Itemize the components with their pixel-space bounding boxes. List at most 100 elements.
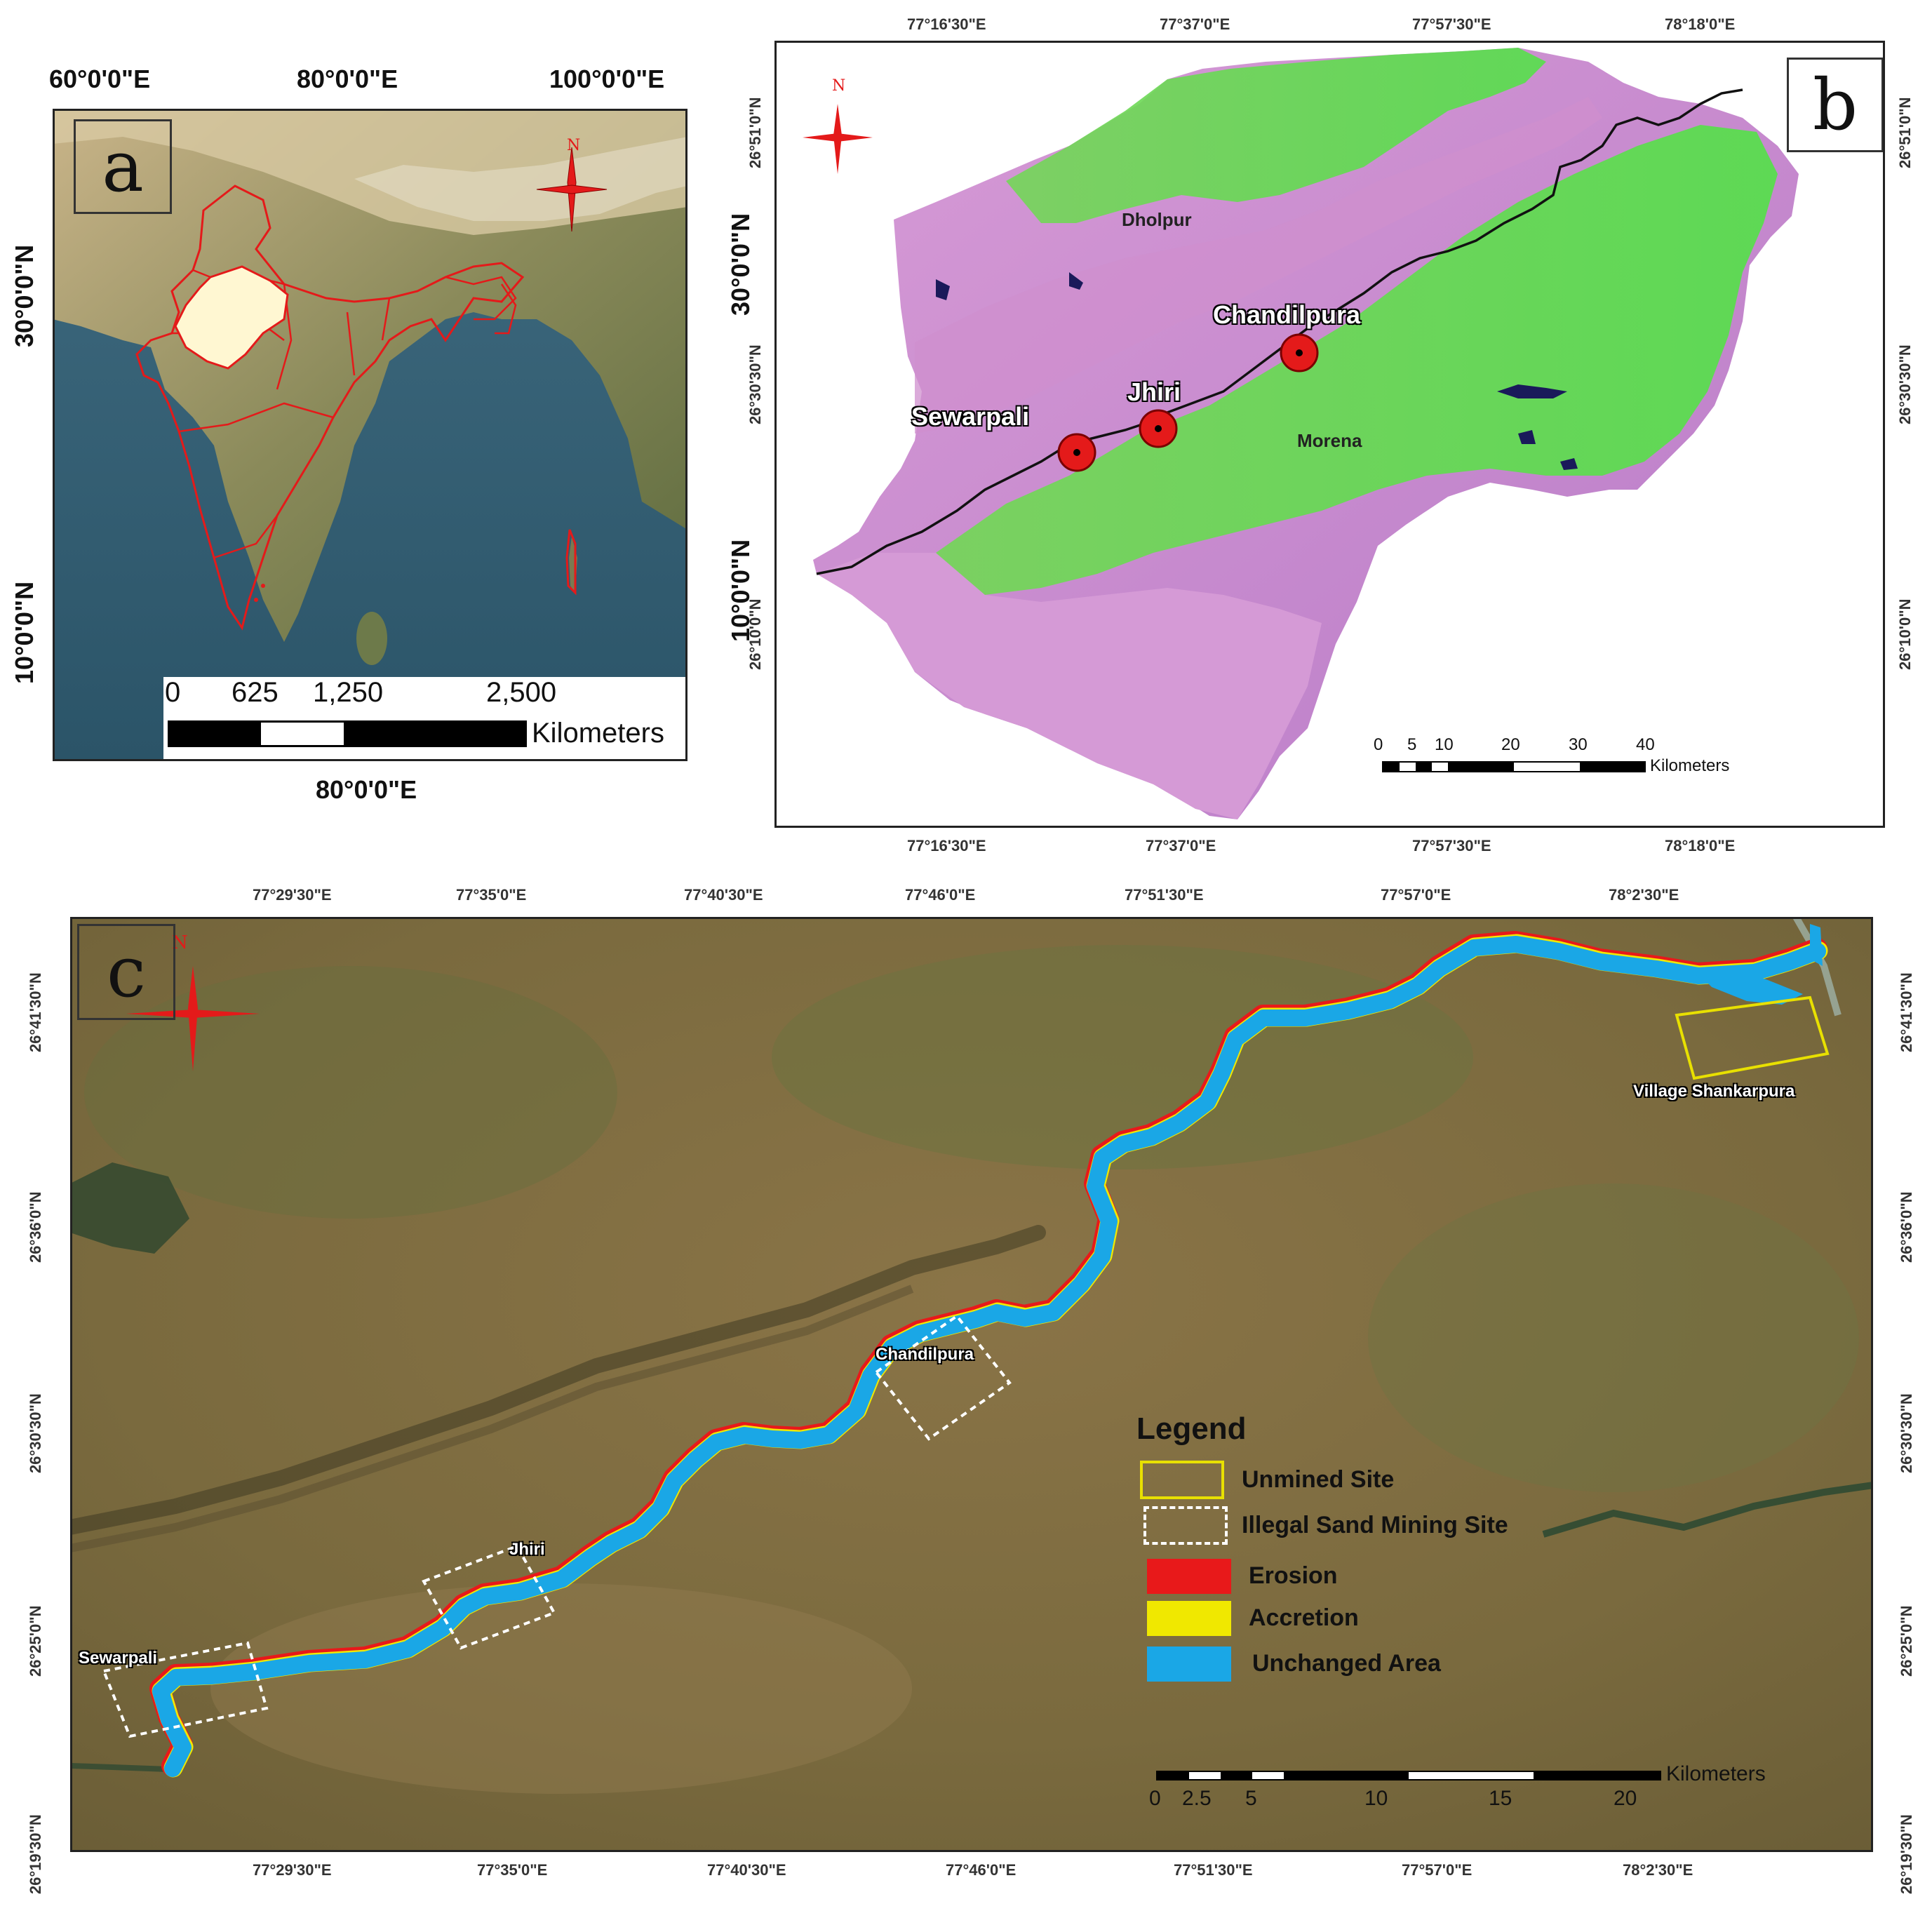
sewarpali-marker-icon xyxy=(1057,433,1096,472)
panel-c-right-tick: 26°41'30"N xyxy=(1898,972,1915,1052)
panel-c-left-tick: 26°25'0"N xyxy=(27,1605,44,1677)
panel-b-north-letter: N xyxy=(832,77,846,95)
panel-c-bottom-tick: 77°29'30"E xyxy=(253,1861,332,1879)
panel-b-bottom-tick: 77°57'30"E xyxy=(1412,837,1491,854)
place-jhiri: Jhiri xyxy=(509,1540,545,1559)
scale-tick-label: 5 xyxy=(1407,735,1417,754)
place-morena: Morena xyxy=(1297,430,1362,451)
scale-tick-label: 30 xyxy=(1569,735,1588,754)
panel-c-bottom-tick: 77°57'0"E xyxy=(1402,1861,1473,1879)
panel-a-top-tick: 100°0'0"E xyxy=(549,65,665,93)
panel-a-top-tick: 80°0'0"E xyxy=(297,65,398,93)
legend-swatch-accretion xyxy=(1147,1601,1231,1636)
panel-c-top-tick: 77°51'30"E xyxy=(1125,886,1204,904)
panel-b-right-tick: 26°51'0"N xyxy=(1896,97,1914,168)
scale-unit: Kilometers xyxy=(532,718,664,749)
panel-b-bottom-tick: 77°16'30"E xyxy=(907,837,986,854)
panel-b-top-tick: 78°18'0"E xyxy=(1665,15,1736,33)
legend-label-unmined: Unmined Site xyxy=(1242,1466,1395,1493)
panel-c-label: c xyxy=(77,924,175,1020)
panel-a-top-tick: 60°0'0"E xyxy=(49,65,151,93)
panel-b-right-tick: 26°10'0"N xyxy=(1896,598,1914,670)
panel-c-bottom-tick: 77°40'30"E xyxy=(707,1861,786,1879)
panel-b-top-tick: 77°16'30"E xyxy=(907,15,986,33)
panel-c-top-tick: 77°40'30"E xyxy=(684,886,763,904)
scale-tick-label: 2,500 xyxy=(486,677,557,708)
scale-unit: Kilometers xyxy=(1666,1762,1766,1785)
panel-a-frame xyxy=(53,109,687,761)
panel-c-north-letter: N xyxy=(172,932,188,953)
scale-tick-label: 10 xyxy=(1364,1787,1388,1810)
scale-unit: Kilometers xyxy=(1650,756,1730,775)
scale-tick-label: 1,250 xyxy=(313,677,384,708)
study-area-satellite-map xyxy=(813,48,1799,819)
panel-c-top-tick: 77°35'0"E xyxy=(456,886,527,904)
place-jhiri: Jhiri xyxy=(1127,377,1181,406)
panel-b-north-arrow-icon xyxy=(803,104,873,174)
panel-a-label: a xyxy=(74,119,172,214)
jhiri-marker-icon xyxy=(1139,409,1178,448)
panel-a-left-tick: 10°0'0"N xyxy=(10,581,39,684)
panel-c-left-tick: 26°41'30"N xyxy=(27,972,44,1052)
place-sewarpali: Sewarpali xyxy=(79,1649,158,1668)
scale-tick-label: 10 xyxy=(1435,735,1454,754)
panel-c-bottom-tick: 77°51'30"E xyxy=(1174,1861,1253,1879)
scale-tick-label: 0 xyxy=(1374,735,1383,754)
scale-tick-label: 20 xyxy=(1501,735,1520,754)
legend-label-unchanged: Unchanged Area xyxy=(1252,1650,1441,1677)
scale-tick-label: 5 xyxy=(1245,1787,1257,1810)
india-satellite-map xyxy=(53,109,687,761)
panel-b-label: b xyxy=(1787,58,1884,152)
place-village-shankarpura: Village Shankarpura xyxy=(1633,1082,1795,1101)
scale-tick-label: 625 xyxy=(232,677,279,708)
panel-c-scale-bar xyxy=(1156,1771,1661,1780)
scale-tick-label: 2.5 xyxy=(1182,1787,1212,1810)
panel-c-left-tick: 26°30'30"N xyxy=(27,1393,44,1473)
place-chandilpura: Chandilpura xyxy=(1213,300,1361,329)
panel-a-north-arrow-icon xyxy=(536,147,608,232)
panel-c-right-tick: 26°19'30"N xyxy=(1898,1814,1915,1894)
scale-segment xyxy=(346,720,527,747)
panel-c-bottom-tick: 77°35'0"E xyxy=(477,1861,548,1879)
scale-segment xyxy=(259,720,346,747)
scale-tick-label: 0 xyxy=(165,677,181,708)
panel-a-right-tick: 30°0'0"N xyxy=(726,213,755,316)
panel-b-right-tick: 26°30'30"N xyxy=(1896,344,1914,424)
panel-a-north-letter: N xyxy=(567,137,581,154)
panel-b-left-tick: 26°51'0"N xyxy=(746,97,764,168)
scale-tick-label: 15 xyxy=(1489,1787,1512,1810)
panel-b-top-tick: 77°37'0"E xyxy=(1160,15,1230,33)
panel-b-bottom-tick: 77°37'0"E xyxy=(1146,837,1216,854)
panel-c-top-tick: 77°29'30"E xyxy=(253,886,332,904)
scale-tick-label: 0 xyxy=(1149,1787,1161,1810)
scale-segment xyxy=(168,720,259,747)
panel-c-top-tick: 77°57'0"E xyxy=(1381,886,1451,904)
legend-label-accretion: Accretion xyxy=(1249,1604,1359,1631)
panel-c-top-tick: 77°46'0"E xyxy=(905,886,976,904)
panel-c-frame xyxy=(70,917,1873,1852)
panel-c-left-tick: 26°36'0"N xyxy=(27,1191,44,1263)
panel-c-bottom-tick: 77°46'0"E xyxy=(946,1861,1017,1879)
legend-title: Legend xyxy=(1136,1411,1247,1446)
panel-b-left-tick: 26°10'0"N xyxy=(746,598,764,670)
river-change-satellite-map xyxy=(70,917,1873,1852)
unmined-site-box xyxy=(1675,995,1830,1080)
legend-label-illegal: Illegal Sand Mining Site xyxy=(1242,1512,1508,1538)
panel-c-right-tick: 26°36'0"N xyxy=(1898,1191,1915,1263)
legend-swatch-unmined xyxy=(1140,1461,1224,1499)
panel-c-north-arrow-icon xyxy=(126,966,260,1071)
panel-b-frame xyxy=(774,41,1885,828)
scale-tick-label: 20 xyxy=(1614,1787,1637,1810)
panel-b-map: Dholpur Morena Chandilpura Jhiri Sewarpa… xyxy=(774,41,1885,828)
legend-swatch-illegal xyxy=(1143,1506,1228,1545)
scale-tick-label: 40 xyxy=(1636,735,1655,754)
panel-b-left-tick: 26°30'30"N xyxy=(746,344,764,424)
panel-c-top-tick: 78°2'30"E xyxy=(1609,886,1679,904)
illegal-site-chandilpura-box xyxy=(874,1314,1012,1441)
place-chandilpura: Chandilpura xyxy=(876,1345,974,1364)
panel-c-map: Village Shankarpura Chandilpura Jhiri Se… xyxy=(70,917,1873,1852)
panel-c-bottom-tick: 78°2'30"E xyxy=(1623,1861,1693,1879)
legend-swatch-erosion xyxy=(1147,1559,1231,1594)
legend-swatch-unchanged xyxy=(1147,1647,1231,1682)
panel-b-bottom-tick: 78°18'0"E xyxy=(1665,837,1736,854)
